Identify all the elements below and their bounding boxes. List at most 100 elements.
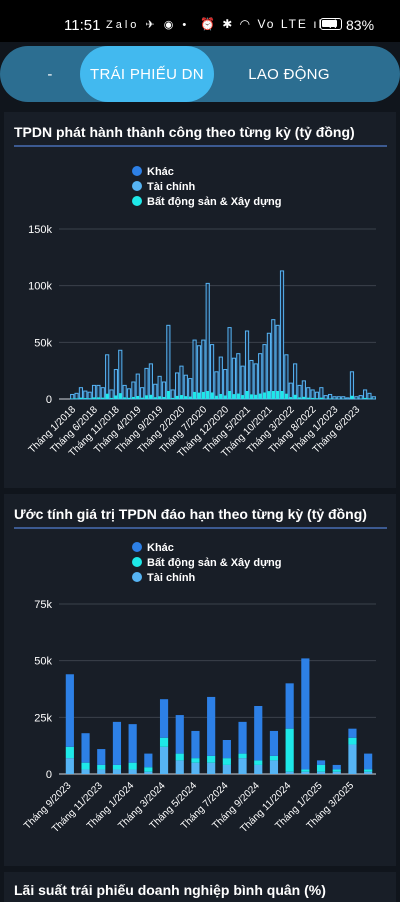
issuance-bar-bds	[259, 394, 262, 399]
issuance-bar	[302, 381, 305, 399]
issuance-bar	[245, 331, 248, 399]
issuance-bar-bds	[119, 393, 122, 399]
maturity-bar-segment	[97, 769, 105, 774]
issuance-bar	[368, 393, 371, 399]
issuance-bar	[359, 396, 362, 399]
issuance-bar-bds	[210, 392, 213, 399]
issuance-bar	[79, 388, 82, 399]
issuance-bar-bds	[75, 398, 78, 399]
issuance-bar	[346, 398, 349, 399]
issuance-bar-bds	[114, 395, 117, 399]
issuance-bar	[250, 360, 253, 399]
maturity-bar-segment	[223, 758, 231, 765]
y-tick-label: 0	[46, 769, 52, 781]
issuance-bar	[210, 345, 213, 399]
maturity-bar-segment	[270, 760, 278, 774]
issuance-bar-bds	[136, 396, 139, 399]
tab-previous[interactable]: -	[20, 46, 80, 102]
maturity-bar-segment	[129, 724, 137, 763]
issuance-bar	[254, 364, 257, 399]
battery-icon	[320, 18, 342, 30]
issuance-bar-bds	[272, 391, 275, 399]
issuance-bar	[167, 325, 170, 399]
maturity-bar-segment	[144, 772, 152, 774]
maturity-bar-segment	[129, 763, 137, 770]
legend-label: Bất động sản & Xây dựng	[147, 557, 281, 569]
issuance-bar-bds	[350, 396, 353, 399]
maturity-bar-segment	[160, 738, 168, 747]
legend-swatch	[132, 557, 142, 567]
issuance-bar-bds	[232, 394, 235, 399]
issuance-bar	[180, 366, 183, 399]
issuance-bar	[136, 374, 139, 399]
maturity-bar-segment	[81, 733, 89, 762]
issuance-bar-bds	[158, 396, 161, 399]
issuance-bar-bds	[132, 397, 135, 399]
issuance-bar	[92, 385, 95, 399]
issuance-bar	[263, 345, 266, 399]
issuance-bar-bds	[202, 392, 205, 399]
issuance-bar	[315, 392, 318, 399]
issuance-bar-bds	[162, 397, 165, 399]
issuance-bar-bds	[206, 391, 209, 399]
issuance-bar-bds	[219, 394, 222, 399]
maturity-bar-segment	[160, 699, 168, 738]
issuance-bar	[232, 358, 235, 399]
issuance-bar-bds	[289, 397, 292, 399]
legend-swatch	[132, 166, 142, 176]
maturity-bar-segment	[333, 765, 341, 770]
y-tick-label: 50k	[34, 656, 52, 668]
issuance-bar-bds	[241, 395, 244, 399]
issuance-bar-bds	[193, 392, 196, 399]
tab-lao-dong[interactable]: LAO ĐỘNG	[214, 46, 364, 102]
issuance-chart-card: TPDN phát hành thành công theo từng kỳ (…	[4, 112, 396, 488]
maturity-bar-segment	[317, 772, 325, 774]
issuance-bar	[193, 340, 196, 399]
issuance-bar	[88, 392, 91, 399]
issuance-bar	[337, 397, 340, 399]
issuance-bar	[189, 379, 192, 399]
issuance-bar-bds	[285, 394, 288, 399]
issuance-bar-bds	[189, 397, 192, 399]
maturity-bar-segment	[254, 706, 262, 760]
y-tick-label: 75k	[34, 599, 52, 611]
tab-trai-phieu-dn[interactable]: TRÁI PHIẾU DN	[80, 46, 214, 102]
maturity-bar-segment	[191, 763, 199, 774]
issuance-bar-bds	[263, 392, 266, 399]
issuance-bar	[197, 346, 200, 399]
issuance-bar-bds	[88, 398, 91, 399]
legend-label: Tài chính	[147, 181, 196, 193]
issuance-bar-bds	[280, 391, 283, 399]
issuance-bar-bds	[228, 391, 231, 399]
issuance-bar-bds	[276, 391, 279, 399]
issuance-bar-bds	[363, 398, 366, 399]
issuance-bar-bds	[97, 397, 100, 399]
issuance-bar	[350, 372, 353, 399]
issuance-bar	[363, 390, 366, 399]
issuance-bar-bds	[267, 391, 270, 399]
maturity-bar-segment	[113, 722, 121, 765]
maturity-bar-segment	[301, 769, 309, 771]
issuance-bar	[127, 389, 130, 399]
maturity-bar-segment	[238, 758, 246, 774]
issuance-bar	[162, 382, 165, 399]
issuance-bar	[71, 394, 74, 399]
maturity-bar-segment	[238, 754, 246, 759]
issuance-bar	[84, 391, 87, 399]
y-tick-label: 50k	[34, 337, 52, 349]
maturity-chart-card: Ước tính giá trị TPDN đáo hạn theo từng …	[4, 494, 396, 866]
maturity-bar-segment	[97, 765, 105, 770]
maturity-bar-segment	[176, 760, 184, 774]
issuance-bar-bds	[184, 396, 187, 399]
issuance-bar	[324, 396, 327, 399]
issuance-bar-bds	[180, 395, 183, 399]
issuance-bar	[298, 385, 301, 399]
maturity-bar-segment	[348, 738, 356, 745]
maturity-bar-segment	[129, 769, 137, 774]
issuance-bar-bds	[176, 396, 179, 399]
battery-percent: 83%	[346, 17, 374, 33]
issuance-bar-bds	[141, 398, 144, 399]
issuance-bar	[276, 325, 279, 399]
maturity-bar-segment	[254, 760, 262, 765]
